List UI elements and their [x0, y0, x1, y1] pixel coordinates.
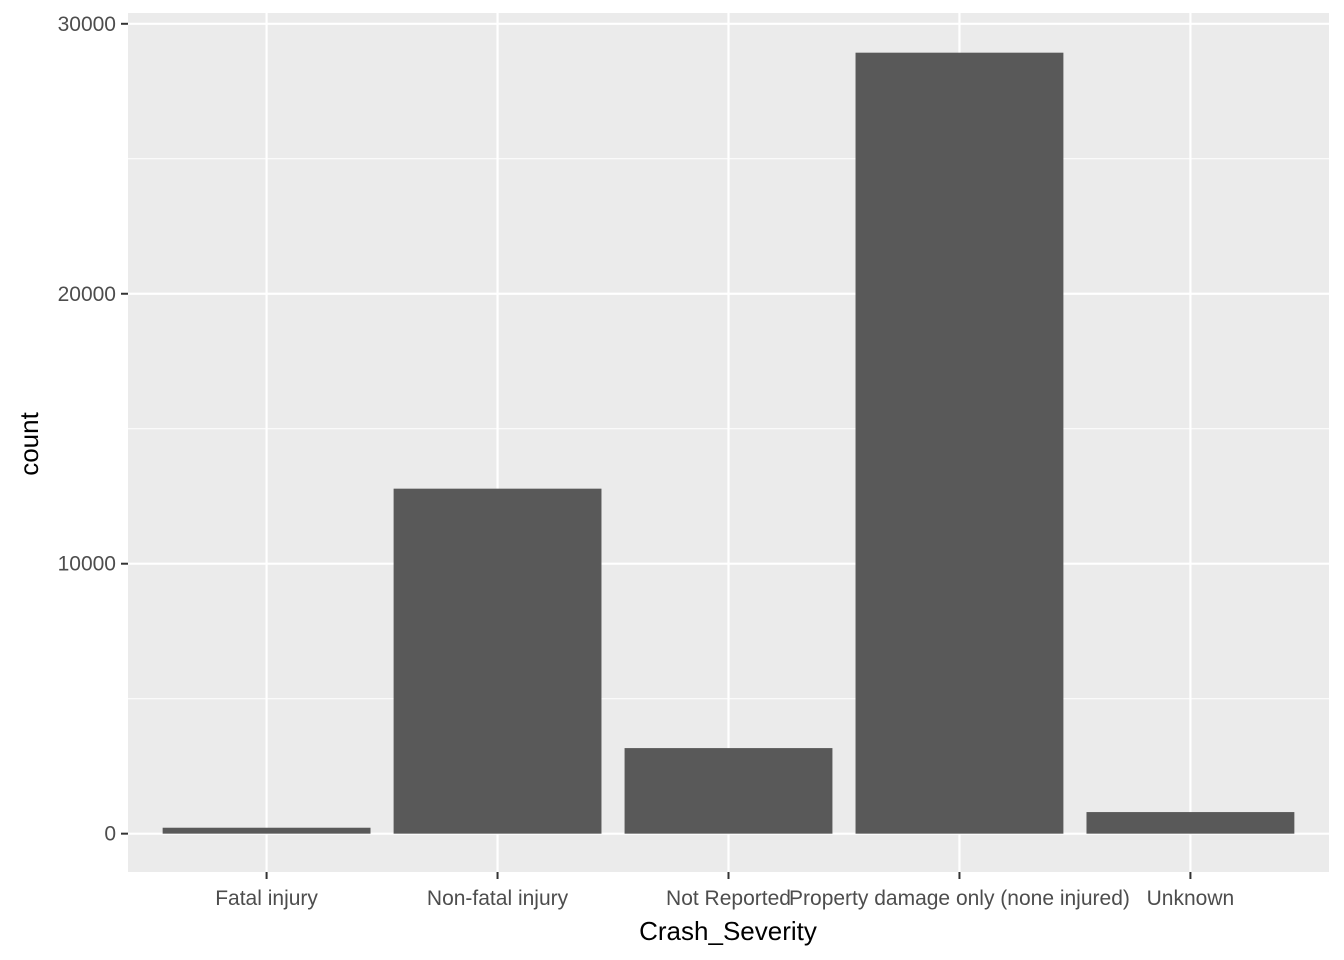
- x-axis-title: Crash_Severity: [639, 916, 817, 946]
- bar: [393, 488, 602, 834]
- x-tick-label: Not Reported: [666, 887, 791, 910]
- y-axis: 0 10000 20000 30000: [58, 13, 128, 846]
- y-axis-title: count: [14, 411, 44, 475]
- bar: [162, 827, 371, 834]
- y-tick-label: 20000: [58, 283, 116, 306]
- y-tick-label: 30000: [58, 13, 116, 36]
- bar: [1086, 812, 1295, 834]
- bars-group: [162, 52, 1295, 834]
- bar: [855, 52, 1064, 834]
- bar: [624, 748, 833, 834]
- x-tick-label: Property damage only (none injured): [789, 887, 1130, 910]
- y-tick-label: 0: [104, 823, 116, 846]
- y-tick-label: 10000: [58, 553, 116, 576]
- x-axis: Fatal injury Non-fatal injury Not Reported…: [215, 872, 1234, 910]
- x-tick-label: Non-fatal injury: [427, 887, 569, 910]
- x-tick-label: Unknown: [1147, 887, 1235, 910]
- x-tick-label: Fatal injury: [215, 887, 318, 910]
